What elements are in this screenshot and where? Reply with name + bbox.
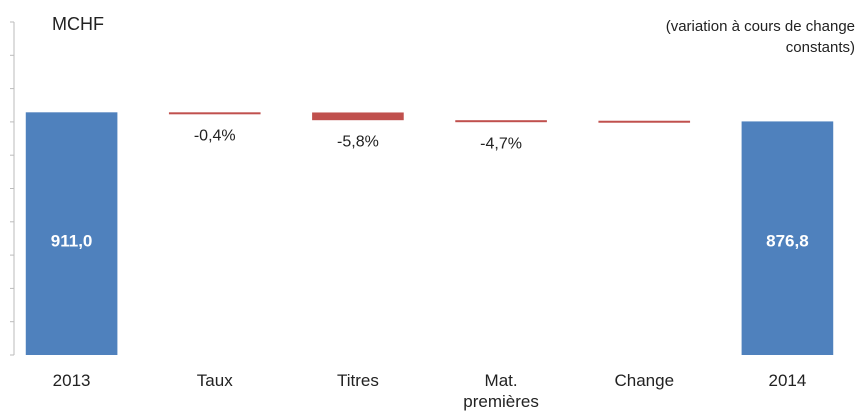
x-tick-label: Titres [336,371,379,390]
chart-title: MCHF [52,14,104,34]
bar [455,120,547,123]
x-tick-label: Mat. premières [463,371,539,411]
x-tick-label: Change [614,371,675,390]
x-tick-label: 2013 [52,371,91,390]
change-label: -5,8% [337,133,379,150]
bar [168,112,261,115]
bar [312,112,404,121]
x-tick-label: Taux [196,371,233,390]
bar [598,120,691,123]
x-tick-label: 2014 [768,371,807,390]
value-label: 911,0 [51,231,93,250]
bar [741,121,834,356]
change-label: -4,7% [480,135,522,152]
value-label: 876,8 [766,231,809,250]
chart-subtitle: (variation à cours de change constants) [665,18,855,56]
bar [25,112,118,355]
change-label: -0,4% [194,128,236,145]
